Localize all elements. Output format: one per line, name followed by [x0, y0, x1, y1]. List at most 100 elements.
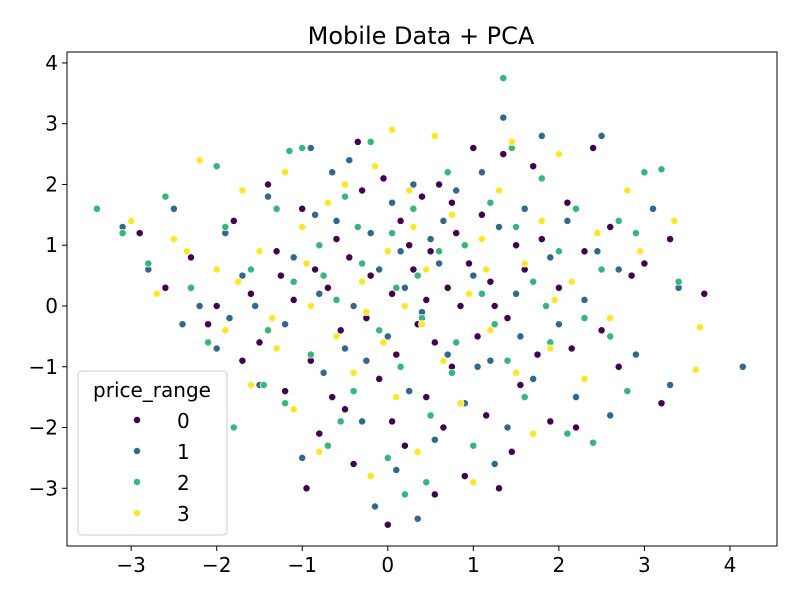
point-series-1-52 — [606, 411, 615, 420]
point-series-0-43 — [465, 259, 473, 268]
point-series-3-32 — [447, 210, 456, 219]
point-series-3-20 — [366, 472, 375, 481]
point-series-2-60 — [422, 478, 431, 487]
point-series-3-0 — [127, 216, 136, 225]
point-series-2-11 — [281, 399, 290, 408]
point-series-3-13 — [306, 302, 315, 310]
point-series-2-16 — [323, 441, 332, 450]
point-series-2-39 — [503, 356, 512, 365]
point-series-0-13 — [315, 429, 324, 438]
point-series-1-59 — [178, 320, 187, 329]
point-series-1-10 — [289, 253, 298, 262]
point-series-1-43 — [520, 204, 529, 213]
point-series-0-27 — [392, 350, 401, 359]
point-series-0-58 — [546, 417, 555, 426]
legend-marker-2 — [133, 478, 141, 486]
point-series-1-51 — [597, 131, 606, 140]
point-series-0-9 — [289, 295, 298, 304]
point-series-2-54 — [640, 168, 649, 177]
point-series-0-75 — [405, 241, 414, 250]
point-series-0-76 — [430, 490, 439, 499]
point-series-2-21 — [366, 137, 375, 146]
y-tick-label: 4 — [45, 51, 58, 75]
point-series-0-86 — [276, 271, 285, 280]
point-series-1-14 — [319, 368, 328, 377]
y-tick-label: 0 — [45, 294, 58, 318]
point-series-0-2 — [187, 253, 195, 262]
point-series-0-50 — [499, 150, 508, 159]
y-axis: −3 −2 −1 0 1 2 3 4 — [29, 51, 67, 500]
point-series-1-28 — [409, 180, 418, 189]
point-series-3-49 — [606, 314, 615, 323]
point-series-2-49 — [589, 438, 598, 447]
point-series-3-56 — [302, 259, 311, 268]
point-series-0-81 — [388, 417, 397, 426]
point-series-0-17 — [341, 405, 349, 414]
point-series-3-43 — [537, 216, 546, 225]
point-series-0-24 — [379, 174, 388, 183]
point-series-0-47 — [482, 411, 491, 420]
point-series-0-53 — [516, 381, 525, 389]
point-series-3-48 — [593, 229, 602, 238]
point-series-1-39 — [495, 223, 503, 231]
point-series-0-80 — [328, 393, 337, 402]
point-series-1-55 — [649, 204, 657, 213]
point-series-0-60 — [563, 198, 572, 207]
point-series-2-59 — [336, 417, 345, 426]
point-series-3-58 — [418, 320, 426, 329]
point-series-2-22 — [375, 326, 384, 335]
point-series-0-74 — [353, 137, 362, 146]
point-series-3-44 — [546, 344, 555, 353]
point-series-0-5 — [246, 289, 255, 298]
point-series-2-53 — [631, 229, 640, 238]
point-series-3-35 — [469, 478, 478, 487]
point-series-1-45 — [537, 131, 546, 140]
legend-label-1: 1 — [177, 440, 190, 464]
point-series-3-34 — [465, 289, 473, 298]
point-series-0-46 — [477, 210, 486, 219]
point-series-3-8 — [255, 247, 264, 256]
point-series-0-61 — [572, 423, 580, 432]
point-series-3-23 — [383, 247, 392, 256]
point-series-2-56 — [674, 277, 683, 286]
x-tick-label: 2 — [553, 553, 566, 577]
point-series-3-9 — [272, 344, 281, 353]
point-series-3-51 — [636, 247, 645, 256]
point-series-0-77 — [490, 302, 499, 310]
point-series-1-2 — [169, 204, 178, 213]
x-tick-label: 1 — [467, 553, 480, 577]
point-series-3-14 — [315, 447, 324, 456]
point-series-2-13 — [298, 144, 307, 152]
point-series-3-57 — [362, 308, 371, 317]
point-series-3-12 — [298, 223, 307, 231]
point-series-3-6 — [238, 186, 247, 195]
x-tick-label: 0 — [381, 553, 394, 577]
point-series-2-4 — [187, 283, 195, 292]
point-series-1-36 — [469, 271, 478, 280]
point-series-0-35 — [430, 338, 439, 347]
point-series-1-12 — [306, 144, 315, 152]
point-series-2-26 — [396, 362, 405, 371]
point-series-3-62 — [268, 314, 277, 323]
point-series-0-26 — [388, 289, 397, 298]
point-series-2-15 — [315, 241, 324, 250]
y-tick-label: 3 — [45, 112, 58, 136]
point-series-2-40 — [512, 223, 521, 231]
y-tick-label: 1 — [45, 233, 58, 257]
point-series-0-79 — [238, 356, 247, 365]
point-series-3-42 — [529, 429, 538, 438]
point-series-1-66 — [439, 216, 448, 225]
point-series-0-82 — [447, 198, 456, 207]
point-series-2-27 — [400, 490, 409, 499]
point-series-2-55 — [657, 165, 666, 174]
point-series-3-38 — [495, 186, 503, 195]
point-series-2-1 — [118, 229, 127, 238]
point-series-1-38 — [486, 356, 495, 365]
point-series-1-47 — [554, 320, 563, 329]
point-series-2-42 — [529, 277, 538, 286]
point-series-0-30 — [409, 265, 418, 274]
point-series-1-27 — [405, 387, 414, 396]
point-series-1-20 — [366, 229, 375, 238]
